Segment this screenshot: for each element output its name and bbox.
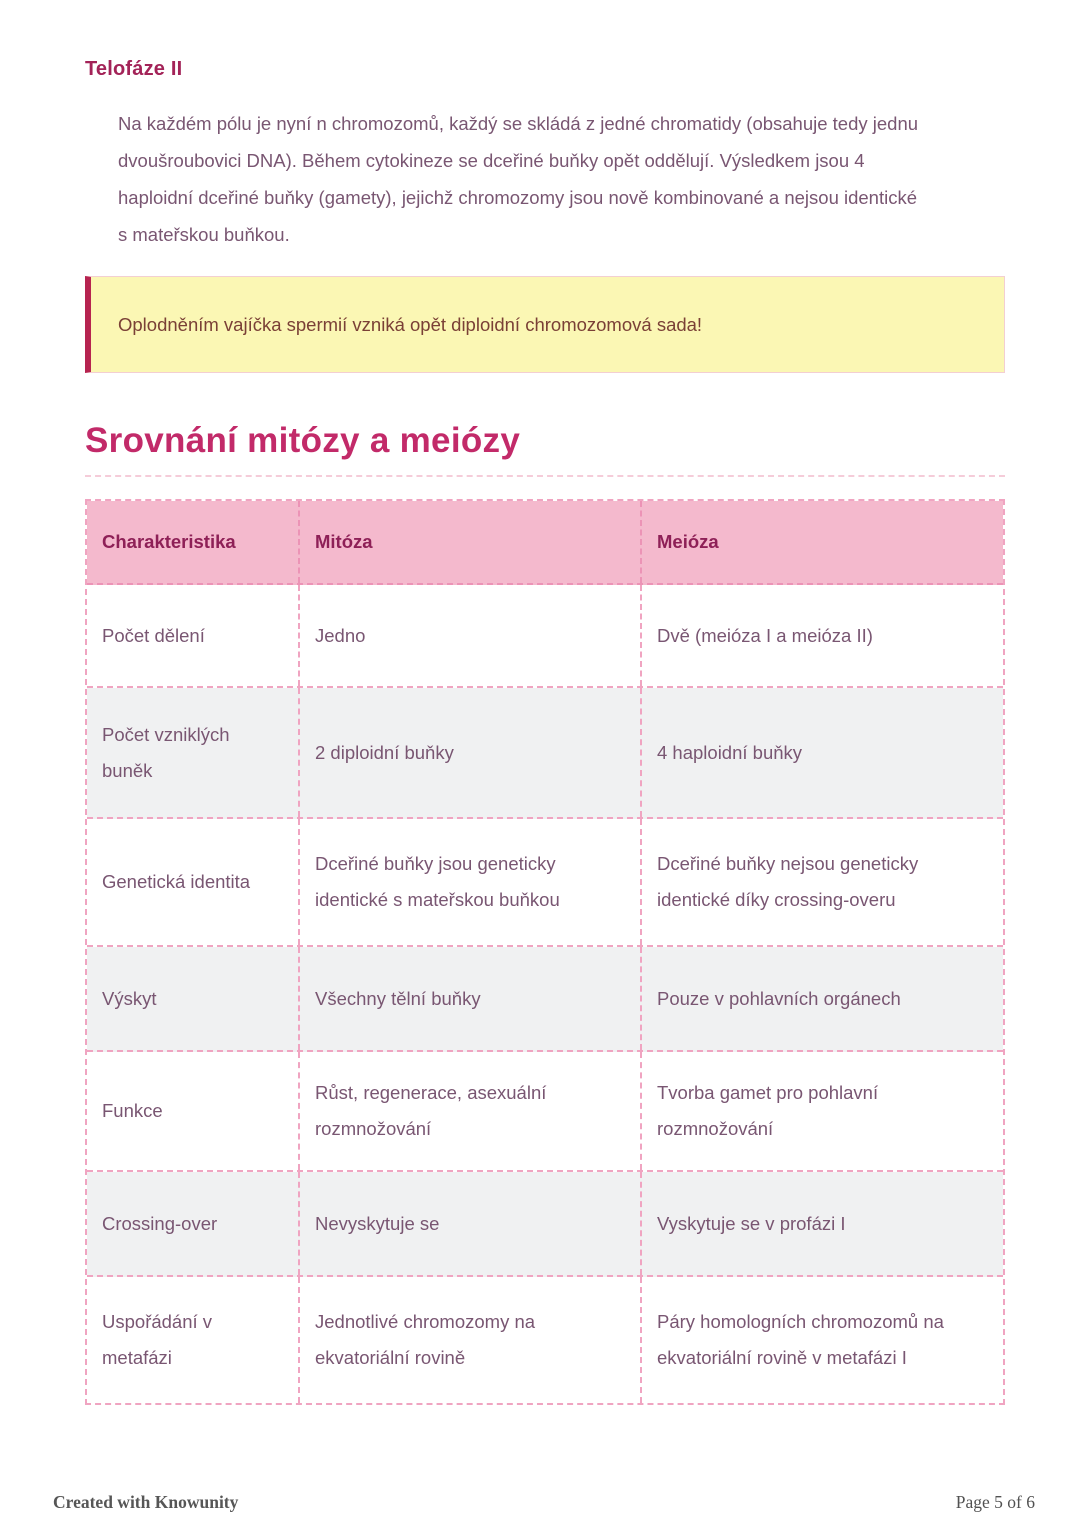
table-cell: 4 haploidní buňky — [657, 741, 803, 763]
table-cell: 2 diploidní buňky — [300, 688, 642, 817]
table-cell: Počet dělení — [87, 585, 300, 686]
table-cell: Všechny tělní buňky — [300, 947, 642, 1050]
table-cell: Výskyt — [87, 947, 300, 1050]
footer-brand-text: Created with Knowunity — [53, 1492, 239, 1512]
footer-page-number: Page 5 of 6 — [955, 1492, 1035, 1512]
table-row: Uspořádání v metafázi Jednotlivé chromoz… — [87, 1277, 1003, 1403]
table-cell: Nevyskytuje se — [300, 1172, 642, 1275]
table-row: Počet vzniklých buněk 2 diploidní buňky … — [87, 688, 1003, 819]
table-cell: Dceřiné buňky nejsou geneticky identické… — [657, 853, 919, 910]
callout-text: Oplodněním vajíčka spermií vzniká opět d… — [118, 313, 703, 335]
table-cell: Jednotlivé chromozomy na ekvatoriální ro… — [300, 1277, 642, 1403]
table-row: Funkce Růst, regenerace, asexuální rozmn… — [87, 1052, 1003, 1172]
table-cell: Dceřiné buňky jsou geneticky identické s… — [300, 819, 642, 945]
table-cell: Dvě (meióza I a meióza II) — [657, 624, 873, 646]
page-title: Srovnání mitózy a meiózy — [85, 421, 1005, 477]
table-cell: Funkce — [87, 1052, 300, 1170]
table-header-mitosis: Mitóza — [300, 501, 642, 583]
table-cell: Počet vzniklých buněk — [87, 688, 300, 817]
table-cell: Pouze v pohlavních orgánech — [657, 987, 901, 1009]
comparison-table: Charakteristika Mitóza Meióza Počet děle… — [85, 499, 1005, 1405]
section-paragraph: Na každém pólu je nyní n chromozomů, kaž… — [118, 113, 919, 245]
page-footer: Created with Knowunity Page 5 of 6 — [53, 1492, 1035, 1513]
table-cell: Genetická identita — [87, 819, 300, 945]
table-header-meiosis: Meióza — [657, 531, 719, 552]
table-cell: Tvorba gamet pro pohlavní rozmnožování — [657, 1082, 879, 1139]
table-row: Genetická identita Dceřiné buňky jsou ge… — [87, 819, 1003, 947]
page-content: Telofáze II Na každém pólu je nyní n chr… — [85, 58, 1005, 1405]
highlight-callout: Oplodněním vajíčka spermií vzniká opět d… — [85, 276, 1005, 373]
section-heading: Telofáze II — [85, 58, 183, 80]
table-cell: Uspořádání v metafázi — [87, 1277, 300, 1403]
table-cell: Růst, regenerace, asexuální rozmnožování — [300, 1052, 642, 1170]
table-row: Počet dělení Jedno Dvě (meióza I a meióz… — [87, 585, 1003, 688]
table-row: Crossing-over Nevyskytuje se Vyskytuje s… — [87, 1172, 1003, 1277]
table-cell: Vyskytuje se v profázi I — [657, 1212, 846, 1234]
table-header-characteristic: Charakteristika — [87, 501, 300, 583]
table-cell: Páry homologních chromozomů na ekvatoriá… — [657, 1311, 944, 1368]
table-header-row: Charakteristika Mitóza Meióza — [87, 501, 1003, 585]
table-cell: Jedno — [300, 585, 642, 686]
table-cell: Crossing-over — [87, 1172, 300, 1275]
table-row: Výskyt Všechny tělní buňky Pouze v pohla… — [87, 947, 1003, 1052]
